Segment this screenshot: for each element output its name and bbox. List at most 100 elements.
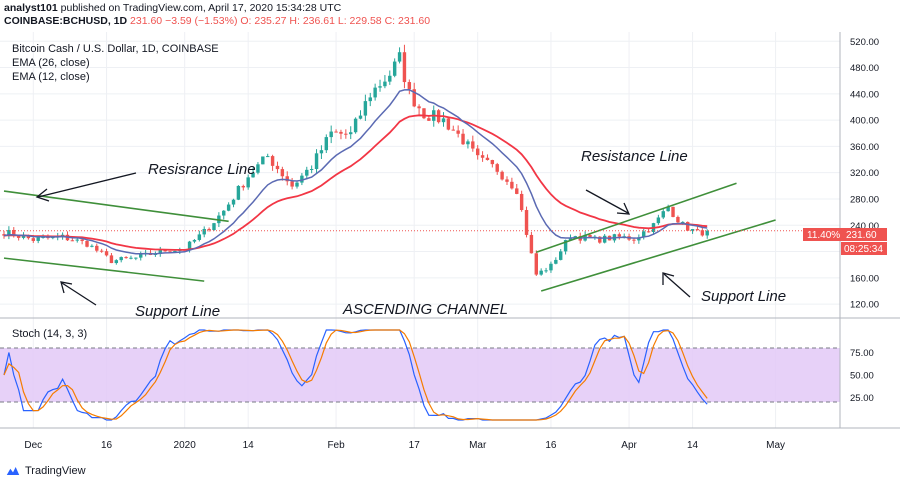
price-badges: 11.40% 231.60 08:25:34 (803, 228, 887, 255)
brand-name[interactable]: TradingView (25, 465, 86, 477)
stoch-k-line (3, 329, 708, 421)
price-tick-label: 440.00 (850, 89, 879, 100)
trend-line (3, 257, 205, 282)
time-tick-label: 17 (409, 440, 421, 451)
candle-body (353, 118, 358, 133)
candle-body (344, 133, 348, 135)
candle-body (212, 223, 216, 231)
candle-body (75, 239, 79, 241)
candle-body (441, 118, 446, 123)
time-tick-label: Dec (24, 440, 42, 451)
candle-body (632, 239, 636, 241)
candle-body (309, 169, 314, 171)
chart-header: analyst101 published on TradingView.com,… (4, 2, 896, 28)
candle-body (490, 160, 495, 165)
candle-body (99, 250, 104, 252)
symbol: COINBASE:BCHUSD, 1D (4, 15, 128, 27)
time-tick-label: 14 (243, 440, 255, 451)
candle-body (559, 251, 563, 260)
candle-body (412, 89, 416, 107)
candle-body (690, 229, 695, 231)
percent-badge-text: 11.40% (807, 230, 840, 241)
candle-body (378, 86, 382, 88)
candle-body (510, 181, 514, 189)
candle-body (280, 169, 285, 177)
candle-body (231, 199, 236, 205)
candle-body (90, 245, 94, 247)
annotation-support-right: Support Line (701, 288, 786, 305)
candle-body (21, 235, 26, 238)
candle-body (422, 108, 426, 119)
tradingview-logo-icon[interactable] (6, 467, 20, 475)
candle-body (705, 230, 709, 236)
candle-body (109, 255, 114, 264)
price-tick-label: 360.00 (850, 142, 879, 153)
trend-line (536, 182, 737, 253)
stoch-tick-label: 50.00 (850, 371, 874, 382)
candle-body (637, 237, 641, 241)
arrow-resistance-left (37, 172, 137, 198)
price-tick-label: 520.00 (850, 37, 879, 48)
candle-body (661, 211, 665, 218)
candle-body (671, 206, 675, 217)
candle-body (168, 251, 172, 253)
legend-ema26: EMA (26, close) (12, 57, 90, 69)
time-tick-label: 14 (687, 440, 699, 451)
candle-body (290, 181, 294, 187)
candle-body (363, 101, 368, 116)
candle-body (388, 75, 392, 82)
candle-body (397, 52, 402, 62)
annotation-channel: ASCENDING CHANNEL (342, 301, 508, 318)
price-change: −3.59 (−1.53%) (165, 15, 238, 27)
candle-body (275, 165, 280, 170)
arrow-head-support-left (60, 281, 73, 294)
candle-body (666, 206, 670, 212)
candle-body (554, 259, 558, 264)
stoch-title: Stoch (14, 3, 3) (12, 328, 87, 340)
stoch-tick-label: 75.00 (850, 348, 874, 359)
candle-body (485, 157, 490, 161)
candle-body (617, 234, 622, 237)
candle-body (202, 228, 206, 235)
annotation-support-left: Support Line (135, 303, 220, 320)
candle-body (85, 240, 89, 247)
arrow-head-support-right (662, 272, 675, 285)
candle-body (319, 150, 324, 154)
candle-body (373, 87, 377, 98)
candle-body (505, 179, 509, 182)
price-tick-label: 120.00 (850, 300, 879, 311)
candle-body (114, 260, 119, 264)
candle-body (134, 257, 138, 259)
candle-body (676, 216, 680, 223)
candle-body (119, 257, 123, 261)
price-axis[interactable]: 120.00160.00200.00240.00280.00320.00360.… (850, 37, 879, 311)
candle-body (124, 257, 128, 259)
candle-body (456, 130, 460, 134)
publish-line: analyst101 published on TradingView.com,… (4, 2, 896, 15)
candle-body (544, 270, 548, 272)
stoch-d-line (3, 329, 708, 421)
timer-badge (841, 242, 887, 255)
candle-body (270, 156, 275, 166)
candle-body (7, 229, 11, 236)
candle-body (427, 118, 431, 121)
candle-body (349, 132, 353, 135)
candle-body (251, 172, 255, 178)
time-axis[interactable]: Dec 16 2020 14 Feb 17 Mar 16 Apr 14 May (24, 440, 785, 451)
price-badge (841, 228, 887, 241)
candle-body (368, 97, 372, 102)
author[interactable]: analyst101 (4, 2, 58, 14)
candle-body (451, 129, 455, 131)
candle-body (685, 221, 690, 231)
timer-badge-text: 08:25:34 (844, 244, 883, 255)
candle-body (695, 229, 700, 231)
candle-body (192, 239, 197, 242)
time-tick-label: 16 (101, 440, 113, 451)
candle-body (265, 156, 270, 158)
candle-body (588, 234, 592, 238)
candle-body (187, 241, 192, 251)
publish-info: published on TradingView.com, April 17, … (60, 2, 342, 14)
price-tick-label: 160.00 (850, 273, 879, 284)
candle-body (226, 204, 231, 211)
